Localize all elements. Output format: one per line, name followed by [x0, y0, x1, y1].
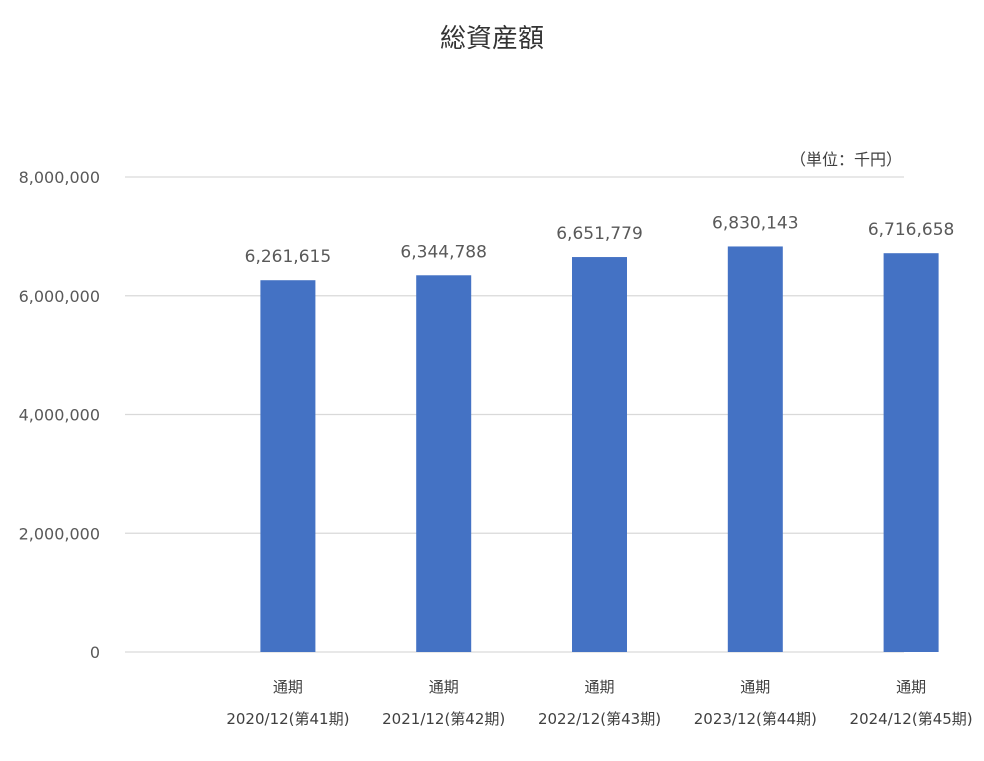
x-axis-tick-labels: 通期 2020/12(第41期) 通期 2021/12(第42期) 通期 2022/12(…	[226, 678, 972, 728]
x-tick-label: 通期	[896, 678, 926, 696]
data-label: 6,344,788	[400, 242, 487, 262]
x-tick-label: 2021/12(第42期)	[382, 710, 505, 728]
bars	[260, 246, 939, 652]
bar	[883, 253, 939, 652]
chart-title: 総資産額	[439, 24, 544, 54]
y-tick-label: 6,000,000	[19, 287, 100, 306]
x-tick-label: 通期	[429, 678, 459, 696]
x-tick-label: 通期	[273, 678, 303, 696]
bar	[572, 257, 627, 652]
gridlines	[125, 176, 904, 653]
unit-label: （単位：千円）	[789, 150, 902, 169]
data-label: 6,651,779	[556, 224, 643, 244]
bar	[727, 246, 783, 652]
x-tick-label: 通期	[740, 678, 770, 696]
x-tick-label: 2022/12(第43期)	[538, 710, 661, 728]
x-tick-label: 2023/12(第44期)	[694, 710, 817, 728]
data-label: 6,261,615	[245, 247, 332, 267]
x-tick-label: 通期	[584, 678, 614, 696]
x-tick-label: 2020/12(第41期)	[226, 710, 349, 728]
y-tick-label: 2,000,000	[19, 524, 100, 543]
y-tick-label: 4,000,000	[19, 406, 100, 425]
data-labels: 6,261,615 6,344,788 6,651,779 6,830,143 6,71…	[245, 213, 955, 267]
x-tick-label: 2024/12(第45期)	[850, 710, 973, 728]
bar	[416, 275, 472, 652]
data-label: 6,716,658	[868, 220, 955, 240]
data-label: 6,830,143	[712, 213, 799, 233]
y-axis-tick-labels: 0 2,000,000 4,000,000 6,000,000 8,000,000	[19, 168, 100, 662]
y-tick-label: 0	[90, 643, 100, 662]
y-tick-label: 8,000,000	[19, 168, 100, 187]
bar	[260, 280, 316, 652]
